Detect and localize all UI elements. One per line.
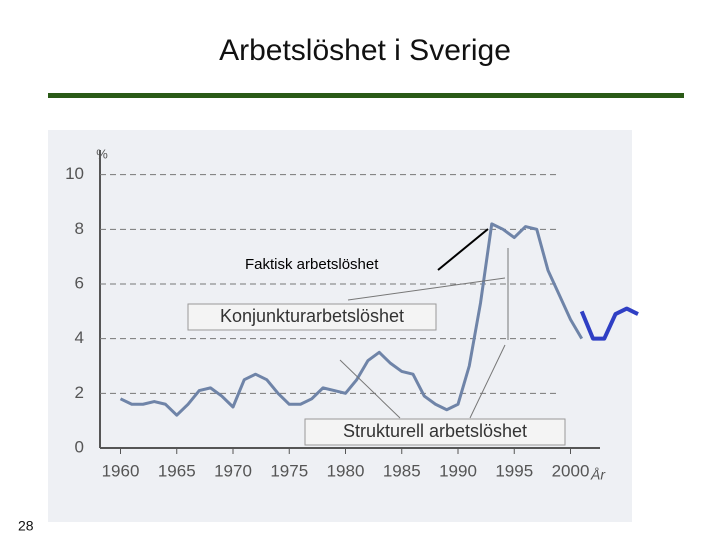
annotation-line	[339, 359, 401, 419]
x-tick-label: 1990	[439, 461, 477, 480]
annotation-arrow	[437, 228, 489, 271]
y-tick-label: 0	[75, 437, 84, 456]
y-tick-label: 2	[75, 383, 84, 402]
title-rule	[48, 93, 684, 98]
x-tick-label: 1960	[102, 461, 140, 480]
y-tick-label: 6	[75, 273, 84, 292]
x-tick-label: 1965	[158, 461, 196, 480]
x-tick-label: 1980	[327, 461, 365, 480]
annotation: Konjunkturarbetslöshet	[220, 306, 404, 326]
series-line	[579, 306, 639, 341]
slide-title: Arbetslöshet i Sverige	[219, 34, 511, 67]
y-tick-label: 8	[75, 219, 84, 238]
x-tick-label: 2000	[552, 461, 590, 480]
annotation: Strukturell arbetslöshet	[343, 421, 527, 441]
y-axis-label: %	[96, 146, 108, 161]
series-line	[119, 222, 584, 417]
annotation-box	[187, 303, 437, 331]
slide-number: 28	[18, 518, 34, 534]
annotation-box	[304, 418, 566, 446]
y-tick-label: 4	[75, 328, 84, 347]
y-tick-label: 10	[65, 164, 84, 183]
annotation: Faktisk arbetslöshet	[245, 256, 379, 273]
x-tick-label: 1995	[495, 461, 533, 480]
annotation-line	[347, 277, 506, 301]
x-tick-label: 1970	[214, 461, 252, 480]
x-tick-label: 1975	[270, 461, 308, 480]
x-axis-label: År	[590, 467, 606, 483]
annotation-line	[469, 344, 506, 419]
x-tick-label: 1985	[383, 461, 421, 480]
